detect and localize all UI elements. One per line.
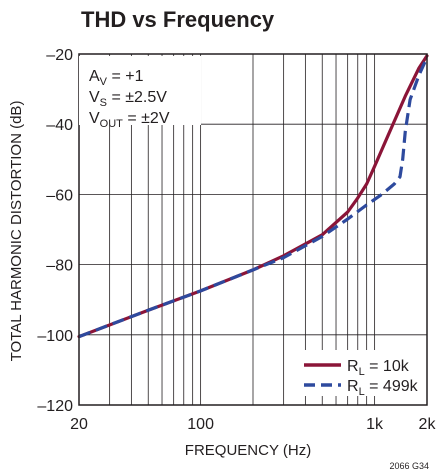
y-tick-labels: –20 –40 –60 –80 –100 –120 bbox=[37, 47, 73, 415]
x-axis-label: FREQUENCY (Hz) bbox=[185, 442, 311, 459]
y-tick-label: –80 bbox=[46, 258, 73, 275]
x-tick-labels: 20 100 1k 2k bbox=[70, 416, 436, 433]
y-tick-label: –100 bbox=[37, 328, 73, 345]
series-line-rl-10k bbox=[77, 54, 429, 339]
legend: RL = 10k RL = 499k bbox=[300, 350, 426, 398]
y-tick-label: –20 bbox=[46, 47, 73, 64]
legend-label-499k: RL = 499k bbox=[347, 378, 419, 398]
annotation-av: AV = +1 bbox=[89, 68, 144, 88]
x-tick-label: 2k bbox=[419, 416, 437, 433]
series-group bbox=[77, 54, 429, 339]
figure-code: 2066 G34 bbox=[389, 461, 429, 471]
legend-background bbox=[300, 350, 426, 396]
x-tick-label: 20 bbox=[70, 416, 88, 433]
y-tick-label: –60 bbox=[46, 187, 73, 204]
x-tick-label: 100 bbox=[187, 416, 214, 433]
chart-title: THD vs Frequency bbox=[81, 7, 275, 32]
y-tick-label: –40 bbox=[46, 117, 73, 134]
series-line-rl-499k bbox=[78, 56, 429, 339]
conditions-annotation: AV = +1 VS = ±2.5V VOUT = ±2V bbox=[79, 56, 201, 130]
annotation-background bbox=[79, 56, 201, 125]
annotation-vout: VOUT = ±2V bbox=[89, 110, 170, 130]
y-tick-label: –120 bbox=[37, 398, 73, 415]
annotation-vs: VS = ±2.5V bbox=[89, 89, 167, 109]
plot-frame bbox=[78, 53, 428, 406]
y-axis-label: TOTAL HARMONIC DISTORTION (dB) bbox=[8, 101, 25, 362]
x-tick-label: 1k bbox=[366, 416, 384, 433]
legend-label-10k: RL = 10k bbox=[347, 358, 410, 378]
